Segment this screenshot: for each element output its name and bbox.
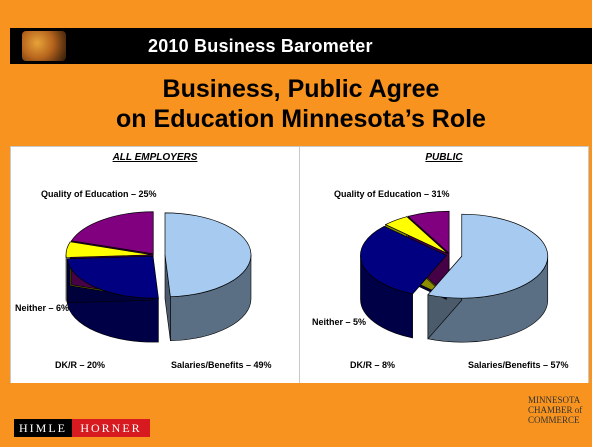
label-salaries-all: Salaries/Benefits – 49% (171, 360, 272, 370)
headline-line-2: on Education Minnesota’s Role (116, 105, 486, 133)
headline-line-1: Business, Public Agree (162, 75, 440, 103)
label-neither-all: Neither – 6% (15, 303, 70, 313)
pie-slice-quality (66, 255, 159, 299)
pie-slice-quality (360, 225, 448, 295)
pie-slice-neither (384, 216, 449, 254)
chart-title-public: PUBLIC (425, 152, 463, 163)
pie-slice-dkr (70, 211, 154, 255)
chart-title-all-employers: ALL EMPLOYERS (112, 152, 198, 163)
label-dkr-public: DK/R – 8% (350, 360, 396, 370)
chamber-logo: MINNESOTA CHAMBER of COMMERCE (528, 395, 584, 425)
horner-logo: HORNER (72, 419, 150, 437)
label-salaries-public: Salaries/Benefits – 57% (468, 360, 569, 370)
label-quality-public: Quality of Education – 31% (334, 189, 450, 199)
pie-slice-neither (65, 241, 153, 258)
pie-chart-public (360, 210, 549, 343)
top-band (0, 0, 592, 28)
bar-title: 2010 Business Barometer (148, 36, 373, 56)
chamber-line-2: CHAMBER of (528, 405, 583, 415)
label-neither-public: Neither – 5% (312, 317, 367, 327)
pie-slice-salaries (164, 212, 252, 298)
chamber-line-1: MINNESOTA (528, 395, 581, 405)
headline: Business, Public Agree on Education Minn… (10, 64, 592, 146)
barometer-logo-icon (22, 31, 66, 61)
label-dkr-all: DK/R – 20% (55, 360, 106, 370)
chamber-line-3: COMMERCE (528, 415, 580, 425)
pie-slice-salaries (427, 213, 549, 299)
panel-public: PUBLIC Quality of Education – 31% Neithe… (299, 146, 589, 385)
footer: HIMLE HORNER MINNESOTA CHAMBER of COMMER… (0, 383, 592, 447)
himle-logo: HIMLE (14, 419, 72, 437)
label-quality-all: Quality of Education – 25% (41, 189, 157, 199)
pie-slice-dkr (407, 210, 450, 255)
panel-all-employers: ALL EMPLOYERS Quality of Education – 25%… (10, 146, 300, 385)
title-bar: 2010 Business Barometer (10, 28, 592, 64)
pie-chart-all-employers (65, 211, 252, 343)
